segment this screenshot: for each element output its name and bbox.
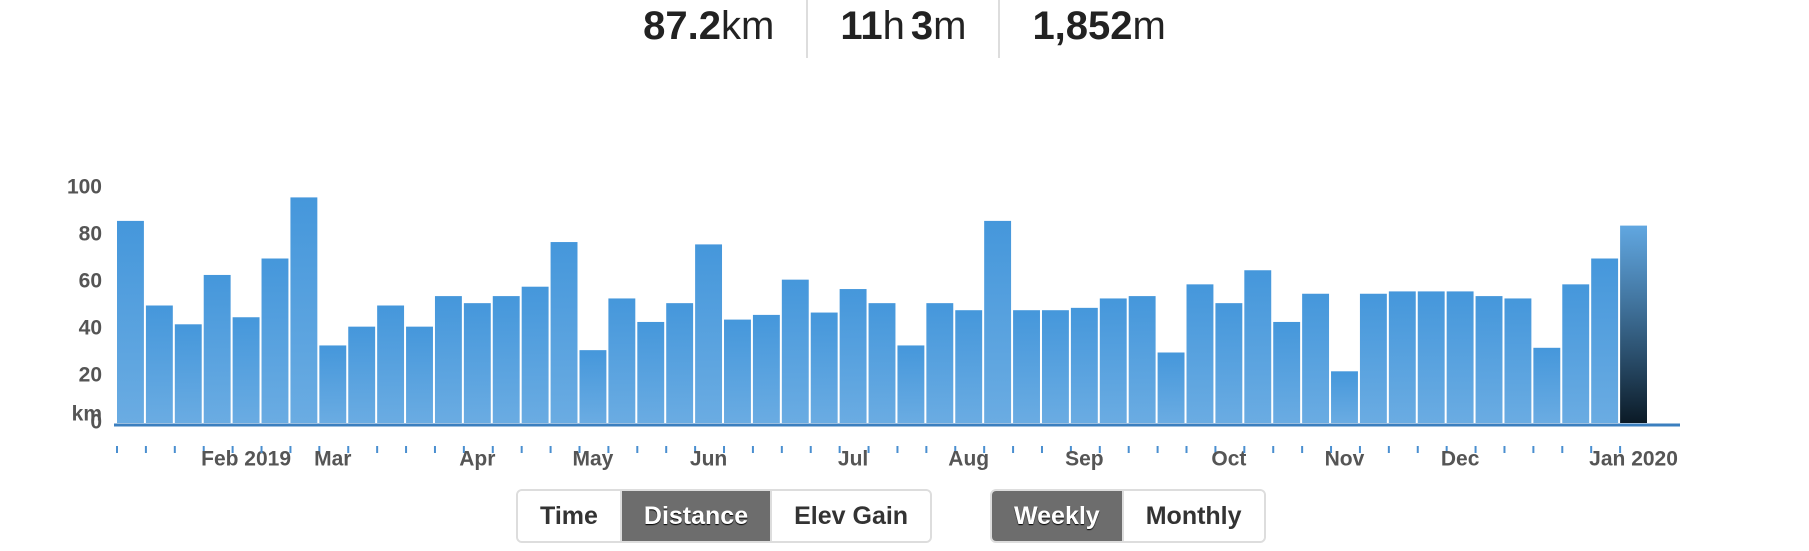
toggle-button[interactable]: Elev Gain bbox=[770, 491, 931, 541]
bar bbox=[868, 303, 896, 423]
y-tick-label: 20 bbox=[79, 364, 102, 387]
bar bbox=[377, 305, 405, 423]
x-tick-label: May bbox=[573, 448, 614, 471]
toggle-button[interactable]: Distance bbox=[619, 491, 771, 541]
bar bbox=[810, 312, 838, 423]
stat-value: 3 bbox=[910, 4, 934, 48]
y-axis-label: km bbox=[72, 403, 102, 426]
bar bbox=[579, 350, 607, 423]
bar bbox=[1562, 284, 1590, 423]
x-tick-label: Sep bbox=[1065, 448, 1104, 471]
bar bbox=[695, 244, 723, 423]
x-tick-label: Dec bbox=[1441, 448, 1480, 471]
bar bbox=[926, 303, 954, 423]
bar bbox=[232, 317, 260, 423]
y-tick-label: 0 bbox=[90, 411, 102, 434]
bar bbox=[666, 303, 694, 423]
stat-value: 1,852 bbox=[1032, 4, 1133, 48]
bar bbox=[1070, 307, 1098, 423]
stats-bar: 87.2km 11h 3m 1,852m bbox=[0, 0, 1809, 58]
bar bbox=[1215, 303, 1243, 423]
period-toggle: Weekly Monthly bbox=[990, 489, 1266, 543]
bar bbox=[1446, 291, 1474, 423]
y-tick-label: 80 bbox=[79, 223, 102, 246]
x-tick-label: Mar bbox=[314, 448, 351, 471]
bar bbox=[608, 298, 636, 423]
stat: 11h 3m bbox=[806, 0, 998, 58]
bar bbox=[492, 296, 520, 423]
x-tick-label: Nov bbox=[1325, 448, 1365, 471]
bar bbox=[463, 303, 491, 423]
bar bbox=[1591, 258, 1619, 423]
bar bbox=[174, 324, 202, 423]
bar bbox=[1359, 293, 1387, 423]
bar bbox=[521, 286, 549, 423]
bar bbox=[290, 197, 318, 423]
bar bbox=[1475, 296, 1503, 423]
bar bbox=[1417, 291, 1445, 423]
stat-unit: m bbox=[1132, 4, 1166, 48]
toggle-button[interactable]: Time bbox=[518, 491, 620, 541]
bar bbox=[984, 220, 1012, 423]
y-tick-label: 100 bbox=[67, 176, 102, 199]
toggle-button[interactable]: Weekly bbox=[992, 491, 1122, 541]
y-tick-label: 40 bbox=[79, 317, 102, 340]
x-tick-label: Oct bbox=[1211, 448, 1246, 471]
bar bbox=[839, 289, 867, 423]
bar bbox=[1533, 347, 1561, 423]
bar bbox=[897, 345, 925, 423]
bar bbox=[637, 321, 665, 423]
bar bbox=[1244, 270, 1272, 423]
bar bbox=[1302, 293, 1330, 423]
bar bbox=[1157, 352, 1185, 423]
x-tick-label: Jun bbox=[690, 448, 727, 471]
bar bbox=[117, 220, 144, 423]
bar bbox=[1186, 284, 1214, 423]
bar bbox=[550, 242, 578, 423]
bar bbox=[145, 305, 173, 423]
bar bbox=[348, 326, 376, 423]
bar bbox=[724, 319, 751, 423]
bar bbox=[1388, 291, 1416, 423]
bar bbox=[1013, 310, 1040, 423]
y-tick-label: 60 bbox=[79, 270, 102, 293]
toggle-button[interactable]: Monthly bbox=[1121, 491, 1264, 541]
bar bbox=[319, 345, 347, 423]
x-tick-label: Jul bbox=[838, 448, 868, 471]
bar bbox=[1128, 296, 1156, 423]
metric-toggle: Time Distance Elev Gain bbox=[516, 489, 933, 543]
bar bbox=[203, 274, 231, 423]
bar bbox=[955, 310, 983, 423]
bar bbox=[1331, 371, 1358, 423]
x-tick-label: Aug bbox=[948, 448, 989, 471]
stat-unit: m bbox=[933, 4, 967, 48]
bar bbox=[434, 296, 462, 423]
bar bbox=[261, 258, 289, 423]
x-tick-label: Feb 2019 bbox=[201, 448, 291, 471]
bar bbox=[1041, 310, 1069, 423]
stat-unit: km bbox=[720, 4, 775, 48]
bar bbox=[781, 279, 809, 423]
stat: 1,852m bbox=[998, 0, 1197, 58]
bar bbox=[752, 314, 780, 423]
bar bbox=[1273, 321, 1301, 423]
bar bbox=[1504, 298, 1532, 423]
bar bbox=[406, 326, 433, 423]
bar bbox=[1099, 298, 1127, 423]
stat: 87.2km bbox=[611, 0, 806, 58]
x-tick-label: Apr bbox=[459, 448, 495, 471]
bar bbox=[1620, 225, 1647, 423]
stat-value: 11 bbox=[840, 4, 883, 48]
x-tick-label: Jan 2020 bbox=[1589, 448, 1678, 471]
chart: 0 20 40 60 80 100 km Feb 2019 Mar Apr May Jun Jul Aug… bbox=[67, 176, 1680, 471]
stat-unit: h bbox=[882, 4, 905, 48]
stat-value: 87.2 bbox=[643, 4, 721, 48]
